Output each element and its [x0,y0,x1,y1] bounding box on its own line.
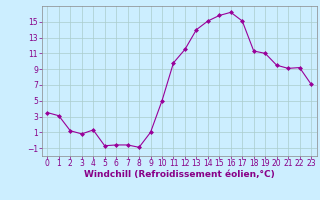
X-axis label: Windchill (Refroidissement éolien,°C): Windchill (Refroidissement éolien,°C) [84,170,275,179]
